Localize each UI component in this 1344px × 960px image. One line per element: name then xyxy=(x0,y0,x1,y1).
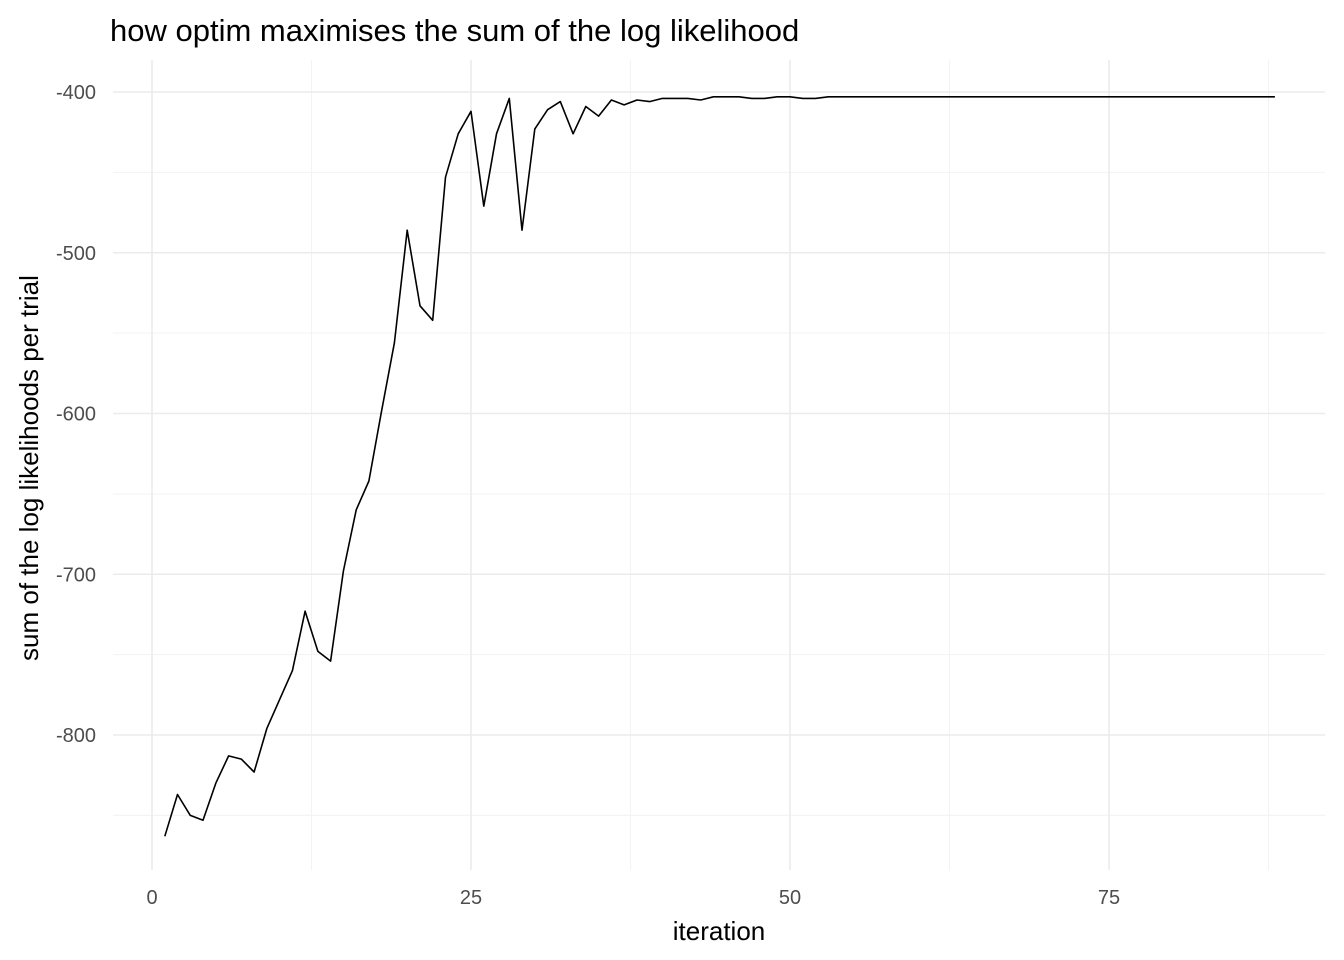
y-tick-label: -700 xyxy=(56,564,96,586)
y-tick-labels: -400 -500 -600 -700 -800 xyxy=(56,82,96,747)
x-tick-labels: 0 25 50 75 xyxy=(146,887,1120,909)
y-tick-label: -500 xyxy=(56,243,96,265)
x-tick-label: 0 xyxy=(146,887,157,909)
major-gridlines xyxy=(113,60,1325,870)
series-line xyxy=(164,96,1275,837)
x-axis-title: iteration xyxy=(673,916,766,946)
minor-gridlines xyxy=(113,60,1325,870)
y-axis-title: sum of the log likelihoods per trial xyxy=(14,275,44,661)
chart-title: how optim maximises the sum of the log l… xyxy=(110,13,799,48)
x-tick-label: 50 xyxy=(779,887,801,909)
series-group xyxy=(164,96,1275,837)
y-tick-label: -800 xyxy=(56,725,96,747)
x-tick-label: 75 xyxy=(1098,887,1120,909)
y-tick-label: -400 xyxy=(56,82,96,104)
y-tick-label: -600 xyxy=(56,404,96,426)
x-tick-label: 25 xyxy=(460,887,482,909)
